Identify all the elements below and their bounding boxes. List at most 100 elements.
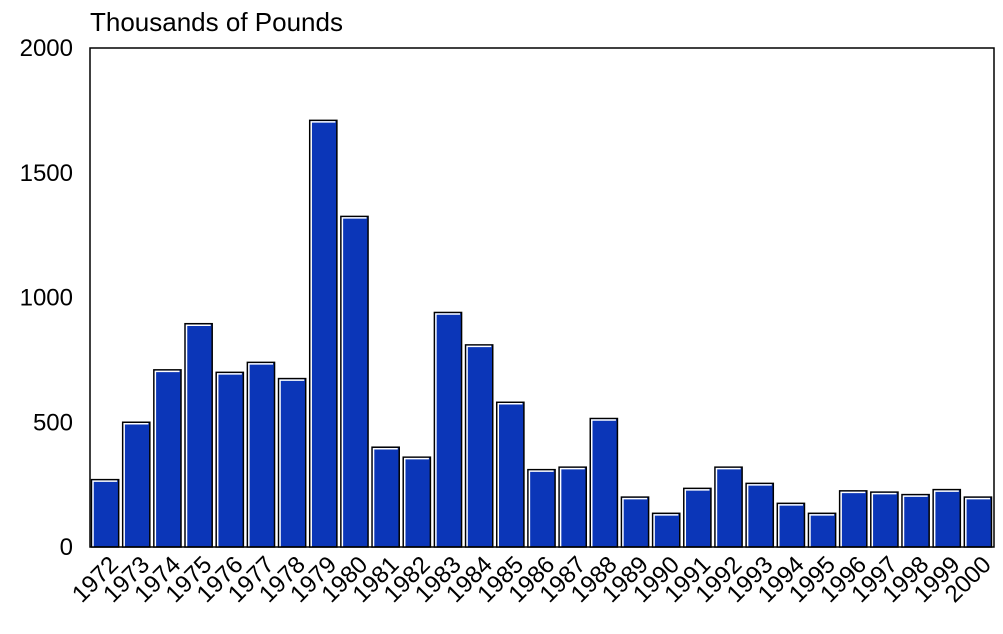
bar xyxy=(402,456,432,548)
bar-highlight xyxy=(279,379,305,547)
bar xyxy=(246,361,276,548)
bar-fill xyxy=(153,369,182,548)
bar xyxy=(651,512,681,548)
bar-fill xyxy=(901,493,930,548)
bar-fill xyxy=(745,482,775,548)
bar-highlight xyxy=(216,373,242,547)
bar xyxy=(963,496,993,548)
y-tick-label: 1500 xyxy=(20,160,73,187)
bar-highlight xyxy=(684,489,710,547)
bar xyxy=(745,482,775,548)
bar-fill xyxy=(589,417,619,548)
plot-frame xyxy=(89,47,995,548)
bar-highlight xyxy=(466,345,492,547)
x-axis-ticks: 1972197319741975197619771978197919801981… xyxy=(67,551,997,608)
bar xyxy=(776,502,806,548)
y-tick-label: 500 xyxy=(33,409,73,436)
bar xyxy=(714,466,743,548)
bar-highlight xyxy=(372,447,398,547)
bar xyxy=(371,446,400,548)
bar-highlight xyxy=(497,403,523,547)
bar xyxy=(433,311,463,548)
bar-fill xyxy=(963,496,993,548)
bar-highlight xyxy=(591,419,616,547)
bar-fill xyxy=(807,512,837,548)
bar-fill xyxy=(340,215,369,548)
bar-fill xyxy=(184,322,213,548)
bar-highlight xyxy=(653,514,679,547)
bar-fill xyxy=(433,311,463,548)
bar-fill xyxy=(215,371,245,548)
bar-highlight xyxy=(559,467,585,547)
bar-fill xyxy=(776,502,806,548)
bar-highlight xyxy=(248,363,274,547)
bar-highlight xyxy=(185,324,211,547)
bar xyxy=(838,490,868,548)
bars xyxy=(90,119,993,548)
y-tick-label: 0 xyxy=(60,534,73,561)
bar-highlight xyxy=(809,514,835,547)
bar-highlight xyxy=(902,495,928,547)
bar-fill xyxy=(620,496,650,548)
bar-highlight xyxy=(840,491,866,547)
bar-highlight xyxy=(871,492,897,547)
y-axis-ticks: 0 500 1000 1500 2000 xyxy=(20,35,73,561)
bar-highlight xyxy=(965,497,990,547)
bar xyxy=(153,369,182,548)
bar-fill xyxy=(714,466,743,548)
bar-fill xyxy=(558,466,588,548)
bar xyxy=(901,493,930,548)
bar xyxy=(932,488,962,548)
bar-highlight xyxy=(622,497,648,547)
bar-highlight xyxy=(341,217,367,547)
bar-fill xyxy=(651,512,681,548)
bar-fill xyxy=(371,446,400,548)
bar xyxy=(277,377,307,548)
bar-fill xyxy=(246,361,276,548)
bar-fill xyxy=(277,377,307,548)
bar xyxy=(90,478,120,548)
bar-fill xyxy=(90,478,120,548)
bar-highlight xyxy=(715,467,741,547)
bar xyxy=(589,417,619,548)
bar xyxy=(308,119,338,548)
y-tick-label: 2000 xyxy=(20,35,73,62)
bar xyxy=(558,466,588,548)
bar xyxy=(683,487,712,548)
bar-highlight xyxy=(528,470,554,547)
bar-highlight xyxy=(154,370,180,547)
bar-highlight xyxy=(92,480,118,547)
bar xyxy=(870,491,899,548)
bar-highlight xyxy=(310,121,336,547)
bar xyxy=(620,496,650,548)
bar xyxy=(215,371,245,548)
bar-highlight xyxy=(778,504,803,547)
bar-highlight xyxy=(403,457,429,547)
bar xyxy=(340,215,369,548)
bar-fill xyxy=(308,119,338,548)
bar-fill xyxy=(683,487,712,548)
bar-highlight xyxy=(933,490,959,547)
bar-highlight xyxy=(435,313,461,547)
bar-highlight xyxy=(746,484,772,547)
bar xyxy=(464,344,494,548)
bar-fill xyxy=(870,491,899,548)
bar xyxy=(121,421,151,548)
bar-fill xyxy=(838,490,868,548)
y-tick-label: 1000 xyxy=(20,285,73,312)
y-axis-title: Thousands of Pounds xyxy=(90,7,343,37)
bar xyxy=(184,322,213,548)
bar-highlight xyxy=(123,423,149,547)
bar-fill xyxy=(527,468,556,548)
bar-fill xyxy=(464,344,494,548)
bar-fill xyxy=(495,401,525,548)
bar xyxy=(495,401,525,548)
bar xyxy=(527,468,556,548)
bar-fill xyxy=(121,421,151,548)
bar-fill xyxy=(932,488,962,548)
bar-fill xyxy=(402,456,432,548)
plot-border xyxy=(89,47,995,548)
bar xyxy=(807,512,837,548)
